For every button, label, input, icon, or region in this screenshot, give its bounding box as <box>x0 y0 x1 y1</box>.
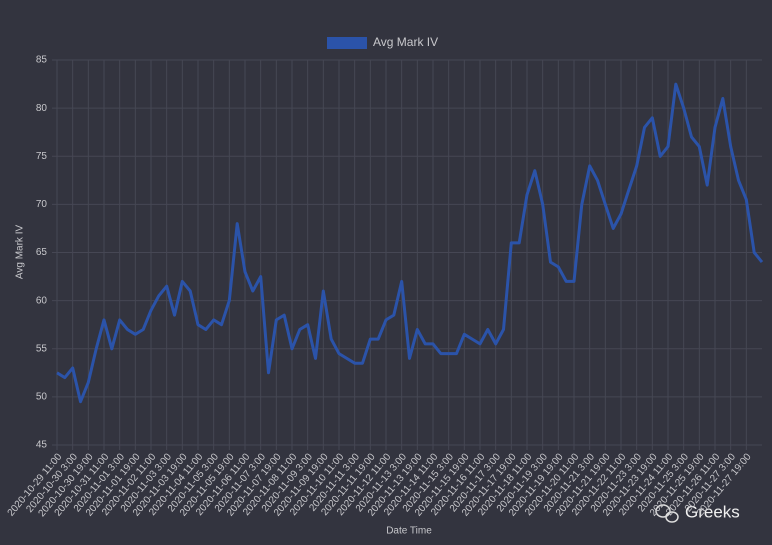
legend-label: Avg Mark IV <box>373 35 438 49</box>
x-axis-title: Date Time <box>386 526 432 537</box>
y-tick-label: 55 <box>36 343 48 354</box>
y-tick-label: 75 <box>36 151 48 162</box>
legend-swatch <box>327 37 367 49</box>
line <box>56 82 764 404</box>
y-tick-label: 60 <box>36 295 48 306</box>
y-tick-label: 80 <box>36 103 48 114</box>
watermark-icon <box>655 504 679 523</box>
y-tick-label: 65 <box>36 247 48 258</box>
y-tick-label: 50 <box>36 392 48 403</box>
y-axis-title: Avg Mark IV <box>15 225 26 280</box>
watermark: Greeks <box>685 502 740 521</box>
y-tick-label: 45 <box>36 440 48 451</box>
y-tick-label: 70 <box>36 199 48 210</box>
y-tick-label: 85 <box>36 55 48 66</box>
